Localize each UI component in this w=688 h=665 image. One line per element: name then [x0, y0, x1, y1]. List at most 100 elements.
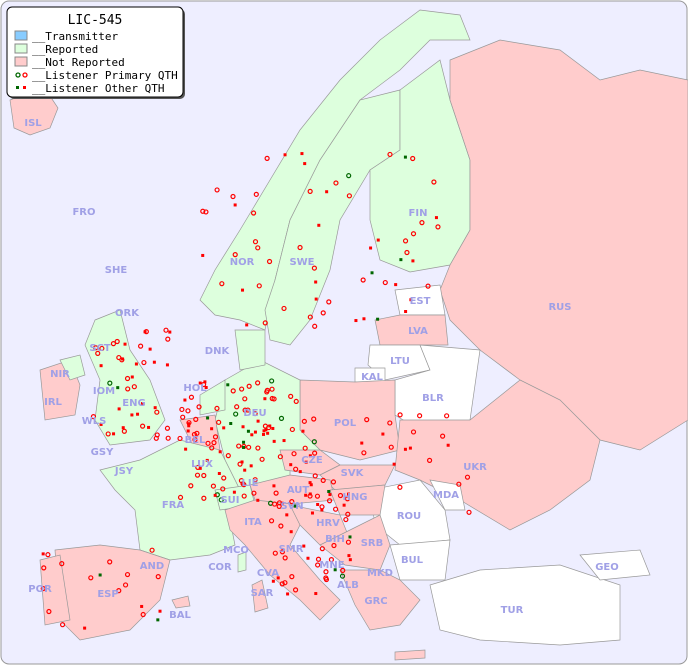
- listener-primary-qth-marker: [105, 431, 111, 437]
- listener-primary-qth-marker: [177, 435, 183, 442]
- listener-primary-qth-marker: [211, 440, 217, 446]
- listener-primary-qth-marker: [119, 357, 125, 363]
- listener-other-qth-marker: [152, 360, 156, 364]
- listener-primary-qth-marker: [464, 474, 471, 480]
- country-label-sar: SAR: [251, 588, 274, 599]
- listener-other-qth-marker: [263, 397, 267, 401]
- listener-primary-qth-marker: [426, 457, 433, 463]
- listener-primary-qth-marker: [311, 439, 317, 445]
- listener-primary-qth-marker: [59, 561, 65, 567]
- country-label-gsy: GSY: [91, 447, 114, 458]
- listener-primary-qth-marker: [95, 350, 101, 356]
- listener-primary-qth-marker: [225, 453, 231, 459]
- listener-primary-qth-marker: [219, 281, 225, 287]
- listener-primary-qth-marker: [188, 394, 195, 400]
- country-label-por: POR: [28, 584, 52, 595]
- listener-primary-qth-marker: [232, 252, 238, 258]
- listener-primary-qth-marker: [271, 501, 278, 507]
- listener-other-qth-marker: [403, 447, 407, 451]
- listener-primary-qth-marker: [240, 481, 246, 487]
- listener-primary-qth-marker: [107, 380, 113, 386]
- listener-other-qth-marker: [184, 447, 188, 451]
- country-label-fra: FRA: [162, 500, 185, 511]
- listener-primary-qth-marker: [192, 436, 198, 443]
- country-label-ukr: UKR: [463, 462, 487, 473]
- listener-primary-qth-marker: [230, 193, 236, 200]
- country-label-hol: HOL: [183, 383, 207, 394]
- listener-other-qth-marker: [186, 429, 190, 433]
- legend-not-reported: __Not Reported: [32, 56, 125, 69]
- country-label-blr: BLR: [422, 393, 444, 404]
- country-label-sui: SUI: [220, 495, 239, 506]
- listener-primary-qth-marker: [288, 393, 294, 399]
- listener-other-qth-marker: [303, 162, 307, 166]
- country-svk: [319, 464, 396, 491]
- country-cor: [237, 551, 247, 573]
- listener-other-qth-marker: [376, 317, 380, 321]
- country-label-bel: BEL: [185, 435, 206, 446]
- listener-primary-qth-marker: [307, 314, 313, 320]
- primary-qth-green-icon: [15, 72, 21, 78]
- listener-primary-qth-marker: [264, 389, 270, 395]
- listener-primary-qth-marker: [425, 283, 431, 289]
- listener-primary-qth-marker: [340, 567, 346, 573]
- listener-primary-qth-marker: [246, 444, 252, 450]
- listener-primary-qth-marker: [319, 504, 325, 510]
- listener-primary-qth-marker: [88, 575, 94, 581]
- listener-primary-qth-marker: [346, 173, 352, 179]
- listener-primary-qth-marker: [107, 559, 113, 565]
- country-label-she: SHE: [105, 265, 128, 276]
- listener-primary-qth-marker: [444, 413, 450, 419]
- listener-other-qth-marker: [249, 464, 253, 468]
- country-label-eng: ENG: [122, 398, 145, 409]
- listener-other-qth-marker: [217, 471, 221, 475]
- listener-primary-qth-marker: [292, 587, 299, 593]
- listener-other-qth-marker: [434, 216, 438, 220]
- listener-primary-qth-marker: [326, 299, 332, 305]
- country-label-dnk: DNK: [205, 346, 231, 357]
- listener-other-qth-marker: [314, 297, 318, 301]
- country-label-iom: IOM: [93, 386, 115, 397]
- listener-primary-qth-marker: [279, 581, 285, 587]
- listener-other-qth-marker: [246, 429, 250, 433]
- listener-primary-qth-marker: [149, 547, 155, 553]
- listener-other-qth-marker: [411, 259, 415, 263]
- legend-transmitter: __Transmitter: [32, 30, 118, 43]
- listener-primary-qth-marker: [345, 539, 352, 545]
- listener-primary-qth-marker: [331, 542, 337, 549]
- listener-other-qth-marker: [325, 190, 329, 194]
- listener-primary-qth-marker: [236, 443, 242, 449]
- listener-primary-qth-marker: [456, 481, 462, 487]
- listener-other-qth-marker: [306, 556, 310, 560]
- listener-other-qth-marker: [348, 535, 352, 539]
- country-label-mkd: MKD: [367, 568, 393, 579]
- listener-primary-qth-marker: [404, 249, 410, 256]
- legend-title: LIC-545: [68, 13, 123, 28]
- listener-other-qth-marker: [283, 153, 287, 157]
- listener-primary-qth-marker: [387, 151, 393, 158]
- listener-other-qth-marker: [300, 152, 304, 156]
- listener-primary-qth-marker: [268, 518, 275, 524]
- country-dnk: [234, 329, 266, 371]
- listener-other-qth-marker: [399, 258, 403, 262]
- listener-primary-qth-marker: [163, 327, 169, 333]
- country-label-kal: KAL: [361, 372, 383, 383]
- listener-other-qth-marker: [347, 554, 351, 558]
- legend-other-qth: __Listener Other QTH: [32, 82, 164, 95]
- listener-primary-qth-marker: [320, 310, 326, 316]
- listener-primary-qth-marker: [242, 396, 248, 402]
- listener-other-qth-marker: [130, 375, 134, 379]
- listener-other-qth-marker: [148, 347, 152, 351]
- listener-primary-qth-marker: [259, 456, 265, 462]
- countries: [9, 9, 688, 661]
- listener-primary-qth-marker: [116, 588, 122, 594]
- country-label-swe: SWE: [289, 257, 314, 268]
- listener-other-qth-marker: [147, 425, 151, 429]
- listener-other-qth-marker: [394, 283, 398, 287]
- listener-other-qth-marker: [381, 432, 385, 436]
- listener-other-qth-marker: [242, 445, 246, 449]
- country-label-aut: AUT: [287, 485, 310, 496]
- listener-primary-qth-marker: [216, 419, 222, 425]
- listener-primary-qth-marker: [382, 279, 388, 286]
- country-label-svn: SVN: [280, 501, 303, 512]
